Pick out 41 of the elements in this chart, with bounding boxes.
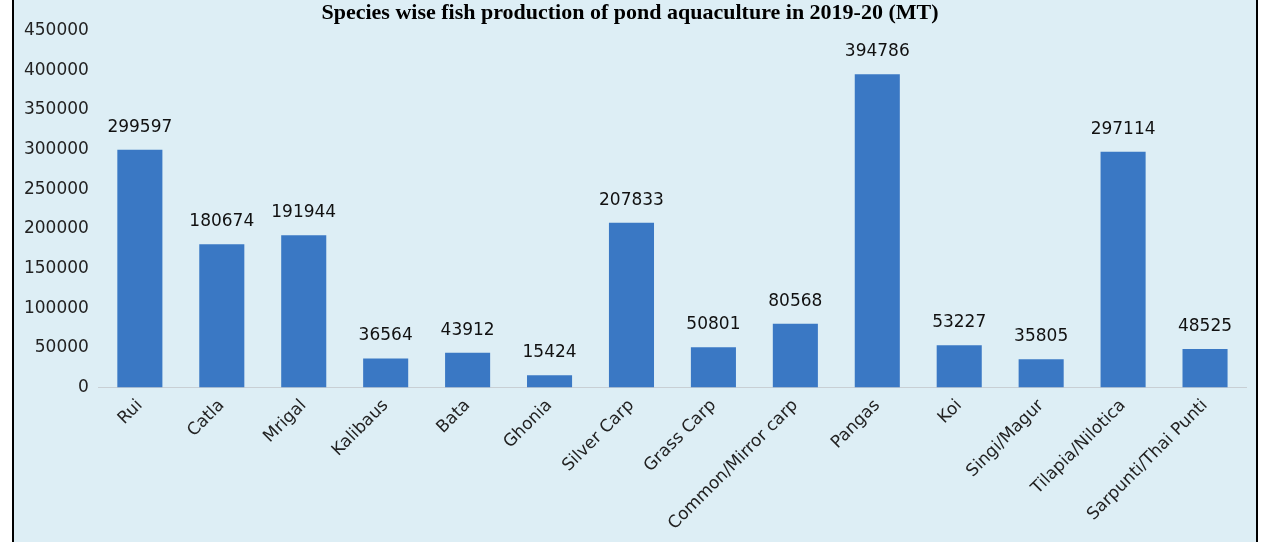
y-tick-label: 450000	[23, 18, 89, 39]
y-tick-label: 250000	[23, 177, 89, 198]
data-label: 35805	[1014, 325, 1069, 346]
bar	[1182, 349, 1228, 388]
data-label: 207833	[599, 188, 664, 209]
data-label: 36564	[358, 324, 413, 345]
data-label: 43912	[440, 318, 495, 339]
y-tick-label: 100000	[23, 296, 89, 317]
y-tick-label: 300000	[23, 137, 89, 158]
y-tick-label: 400000	[23, 58, 89, 79]
data-label: 48525	[1177, 315, 1233, 335]
bar	[281, 235, 327, 388]
y-tick-label: 200000	[23, 217, 89, 238]
y-tick-label: 50000	[34, 336, 89, 357]
bar	[117, 149, 163, 388]
data-label: 180674	[189, 210, 255, 231]
bar	[527, 375, 573, 388]
data-label: 50801	[686, 313, 741, 334]
data-label: 80568	[768, 289, 823, 310]
data-label: 394786	[844, 40, 910, 61]
bar	[1100, 151, 1146, 388]
data-label: 191944	[271, 201, 337, 222]
bar	[936, 345, 982, 388]
bar	[690, 347, 736, 388]
bar	[199, 244, 245, 388]
data-label: 15424	[522, 341, 577, 362]
bar	[1018, 359, 1064, 388]
data-label: 53227	[932, 311, 987, 332]
y-tick-label: 0	[78, 376, 89, 397]
bar	[854, 74, 900, 388]
y-tick-label: 150000	[23, 256, 89, 277]
bar	[772, 323, 818, 388]
y-tick-label: 350000	[23, 98, 89, 119]
bar	[363, 358, 409, 388]
data-label: 299597	[107, 115, 173, 136]
x-tick-label: Koi	[933, 394, 966, 427]
chart-title: Species wise fish production of pond aquaculture in 2019-20 (MT)	[321, 0, 939, 24]
bar	[445, 352, 491, 388]
bar	[608, 222, 655, 388]
x-tick-label: Rui	[112, 394, 146, 428]
data-label: 297114	[1090, 117, 1156, 138]
